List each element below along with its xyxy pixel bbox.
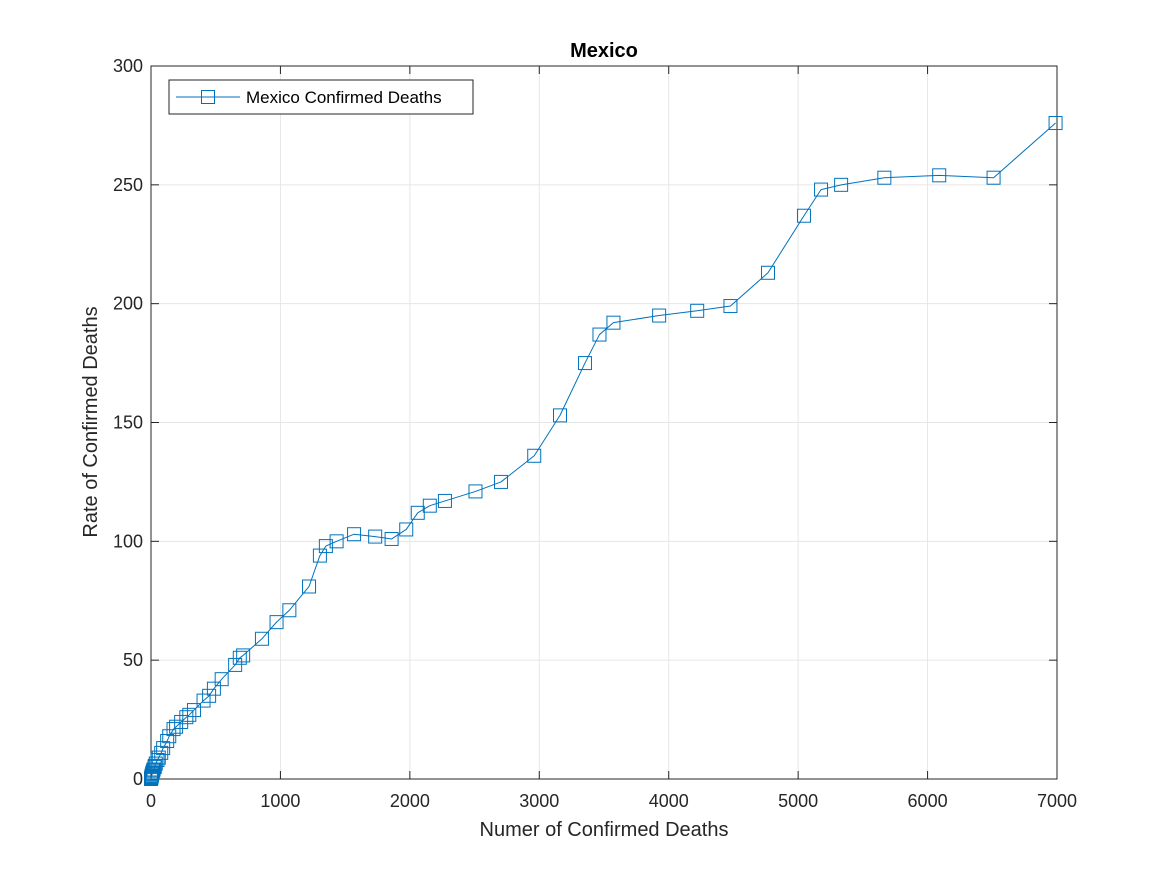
data-point (437, 493, 452, 508)
data-point (384, 531, 399, 546)
data-point (814, 182, 829, 197)
data-point (410, 505, 425, 520)
data-point (329, 534, 344, 549)
data-point (422, 498, 437, 513)
x-tick-label: 2000 (390, 791, 430, 811)
legend: Mexico Confirmed Deaths (168, 79, 474, 115)
data-point (151, 750, 166, 765)
data-point (166, 722, 181, 737)
x-tick-label: 0 (146, 791, 156, 811)
x-tick-label: 4000 (649, 791, 689, 811)
data-point (254, 631, 269, 646)
data-point (169, 719, 184, 734)
data-point (214, 672, 229, 687)
chart-title: Mexico (570, 40, 638, 62)
y-gridlines (151, 184, 1057, 661)
data-point (723, 299, 738, 314)
y-tick-label: 150 (113, 413, 143, 433)
data-point (148, 756, 163, 771)
y-tick-label: 300 (113, 56, 143, 76)
legend-label: Mexico Confirmed Deaths (246, 88, 442, 107)
y-tick-label: 250 (113, 175, 143, 195)
y-axis-label: Rate of Confirmed Deaths (80, 306, 102, 537)
data-point (834, 177, 849, 192)
data-point (312, 548, 327, 563)
data-point (796, 208, 811, 223)
data-point (228, 657, 243, 672)
data-point (154, 745, 169, 760)
data-point (527, 448, 542, 463)
data-point (606, 315, 621, 330)
data-point (282, 603, 297, 618)
data-point (690, 303, 705, 318)
data-point (174, 714, 189, 729)
data-point (493, 474, 508, 489)
data-point (186, 703, 201, 718)
data-point (932, 168, 947, 183)
data-point (877, 170, 892, 185)
x-axis: 0 1000 2000 3000 4000 5000 6000 7000 (146, 66, 1077, 811)
data-point (182, 707, 197, 722)
data-point (302, 579, 317, 594)
data-point (179, 710, 194, 725)
x-tick-label: 1000 (260, 791, 300, 811)
data-point (202, 688, 217, 703)
data-point (318, 539, 333, 554)
x-tick-label: 3000 (519, 791, 559, 811)
legend-marker (201, 90, 215, 104)
data-point (269, 615, 284, 630)
y-tick-label: 200 (113, 294, 143, 314)
data-point (592, 327, 607, 342)
y-tick-label: 0 (133, 769, 143, 789)
y-axis: 0 50 100 150 200 250 300 (113, 56, 1057, 789)
x-axis-label: Numer of Confirmed Deaths (480, 819, 729, 841)
series-layer (144, 116, 1063, 786)
data-point (196, 693, 211, 708)
data-point (399, 522, 414, 537)
data-point (368, 529, 383, 544)
x-tick-label: 6000 (908, 791, 948, 811)
data-point (552, 408, 567, 423)
data-point (236, 648, 251, 663)
data-point (150, 752, 165, 767)
data-point (146, 762, 161, 777)
data-point (468, 484, 483, 499)
data-point (1048, 116, 1063, 131)
data-point (232, 650, 247, 665)
x-tick-label: 5000 (778, 791, 818, 811)
data-point (760, 265, 775, 280)
x-tick-label: 7000 (1037, 791, 1077, 811)
data-point (986, 170, 1001, 185)
y-tick-label: 50 (123, 650, 143, 670)
data-point (577, 356, 592, 371)
y-tick-label: 100 (113, 531, 143, 551)
data-point (652, 308, 667, 323)
data-point (206, 681, 221, 696)
data-point (347, 527, 362, 542)
